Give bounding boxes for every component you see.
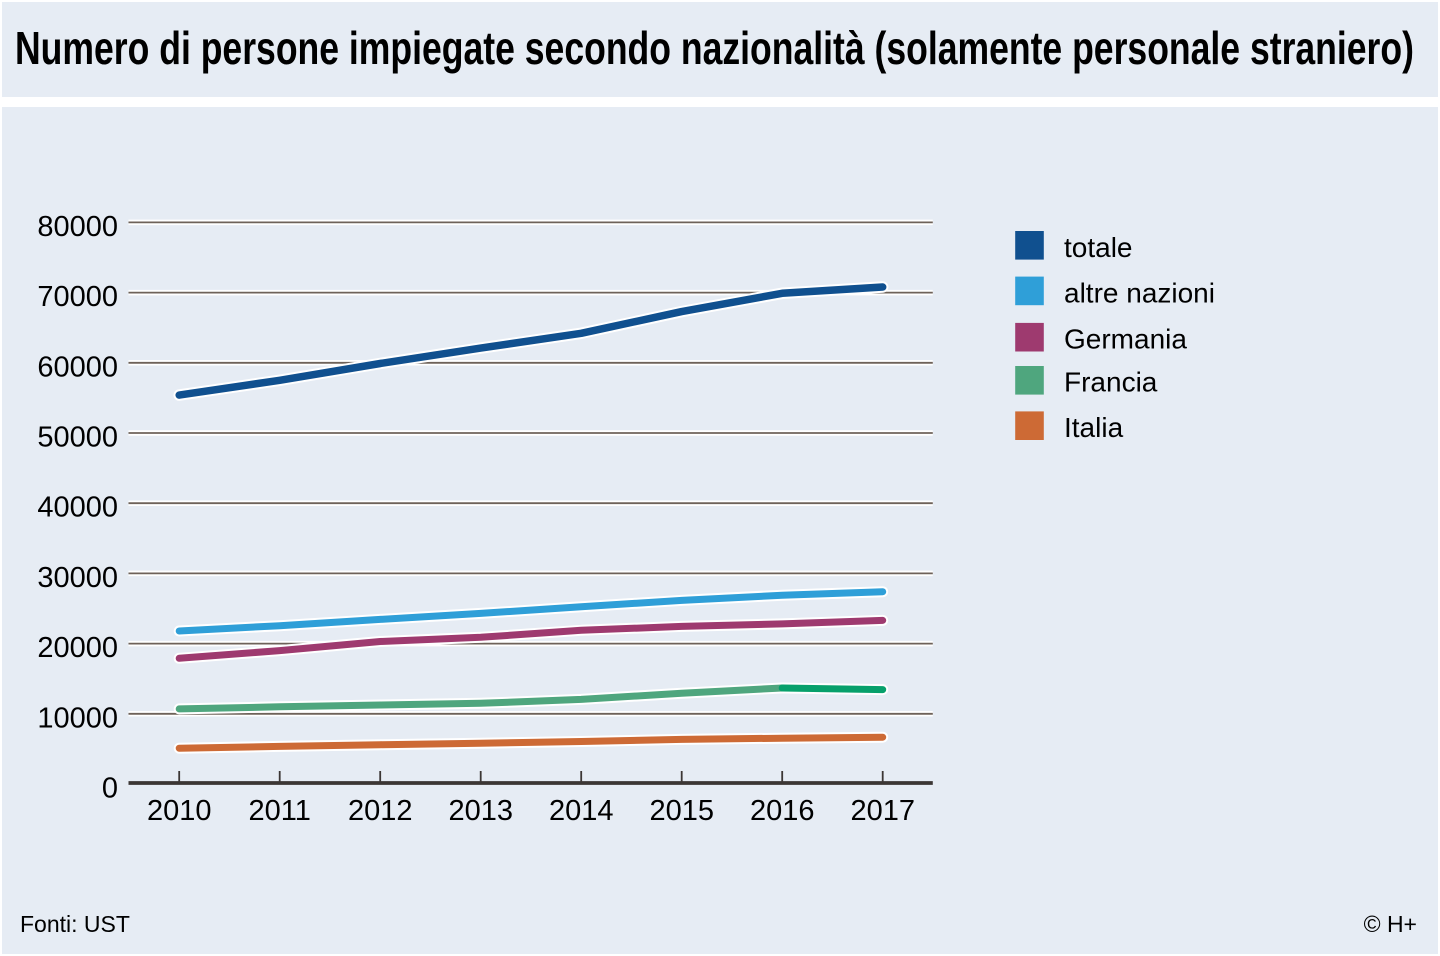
svg-text:2010: 2010 bbox=[147, 795, 212, 827]
svg-text:70000: 70000 bbox=[37, 281, 118, 313]
svg-text:2017: 2017 bbox=[850, 795, 915, 827]
svg-text:Francia: Francia bbox=[1064, 367, 1158, 398]
svg-text:altre nazioni: altre nazioni bbox=[1064, 277, 1215, 308]
svg-text:Italia: Italia bbox=[1064, 412, 1124, 443]
svg-text:2013: 2013 bbox=[448, 795, 513, 827]
svg-text:2012: 2012 bbox=[348, 795, 413, 827]
svg-text:20000: 20000 bbox=[37, 632, 118, 664]
svg-text:60000: 60000 bbox=[37, 351, 118, 383]
svg-text:0: 0 bbox=[102, 773, 118, 805]
svg-text:40000: 40000 bbox=[37, 492, 118, 524]
svg-text:10000: 10000 bbox=[37, 702, 118, 734]
svg-text:Germania: Germania bbox=[1064, 324, 1187, 355]
svg-text:80000: 80000 bbox=[37, 211, 118, 243]
svg-text:2011: 2011 bbox=[249, 795, 311, 827]
svg-text:2015: 2015 bbox=[649, 795, 714, 827]
svg-text:50000: 50000 bbox=[37, 422, 118, 454]
svg-text:2016: 2016 bbox=[750, 795, 815, 827]
svg-text:totale: totale bbox=[1064, 232, 1133, 263]
svg-text:2014: 2014 bbox=[549, 795, 614, 827]
svg-text:30000: 30000 bbox=[37, 562, 118, 594]
